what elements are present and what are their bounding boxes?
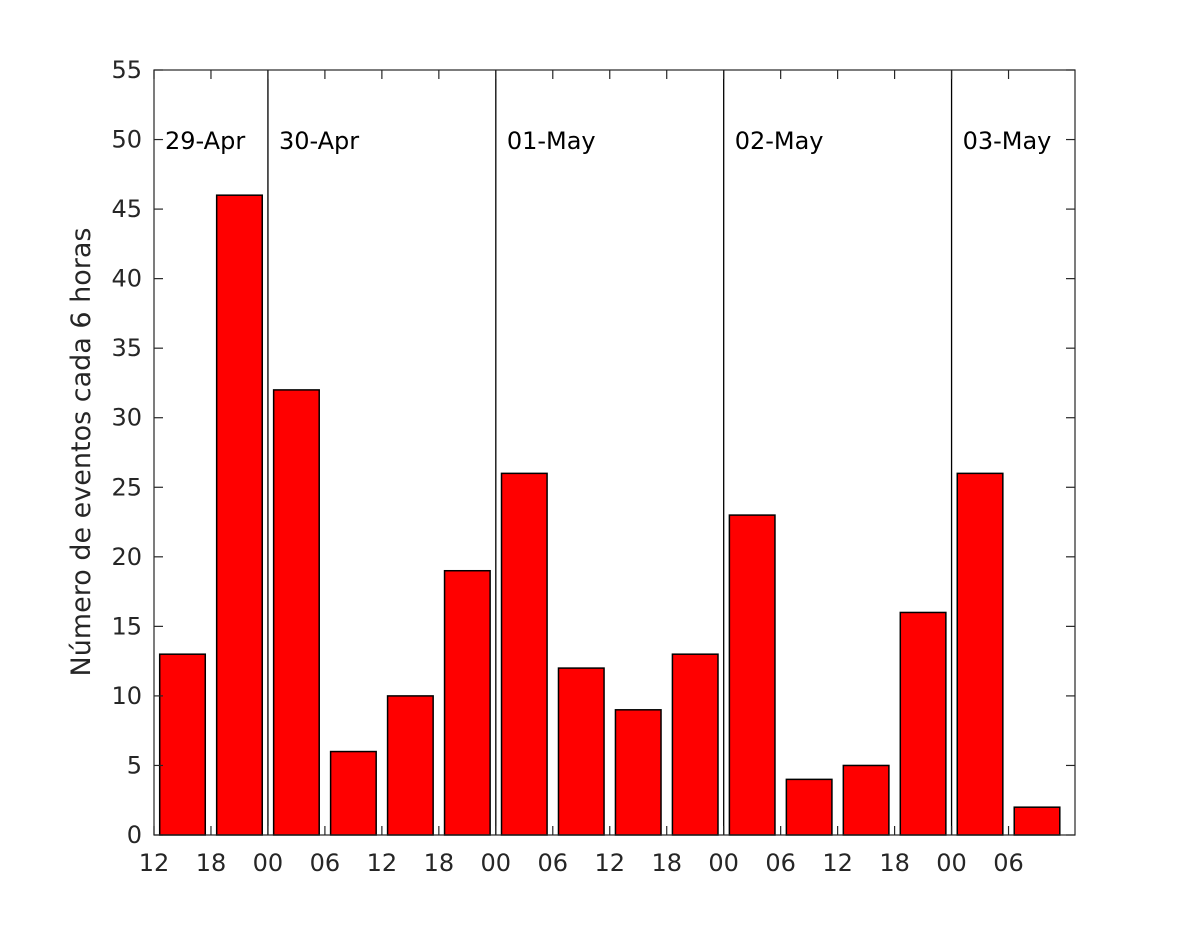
y-tick-label-3: 15 (111, 612, 142, 640)
day-label-2: 02-May (735, 127, 824, 155)
x-tick-label-6: 00 (481, 849, 512, 877)
x-tick-label-2: 00 (253, 849, 284, 877)
x-tick-label-11: 06 (765, 849, 796, 877)
bar-13 (899, 611, 947, 836)
day-label-3: 03-May (963, 127, 1052, 155)
y-tick-label-8: 40 (111, 265, 142, 293)
x-tick-label-1: 18 (196, 849, 227, 877)
bar-12 (842, 764, 890, 836)
y-tick-label-11: 55 (111, 56, 142, 84)
bar-6 (500, 472, 548, 836)
bar-3 (329, 750, 377, 836)
x-tick-label-13: 18 (879, 849, 910, 877)
bar-14 (956, 472, 1004, 836)
y-tick-label-7: 35 (111, 334, 142, 362)
x-tick-label-5: 18 (424, 849, 455, 877)
x-tick-label-3: 06 (310, 849, 341, 877)
axis-labels: 0 5 10 15 20 25 30 35 40 45 50 55 12 18 00 06 12 18 00 06 12… (111, 56, 1051, 877)
plot-area-border (153, 69, 1076, 836)
y-tick-label-2: 10 (111, 682, 142, 710)
bar-15 (1013, 806, 1061, 836)
x-tick-label-15: 06 (993, 849, 1024, 877)
bar-8 (614, 709, 662, 836)
y-tick-label-5: 25 (111, 473, 142, 501)
x-tick-label-9: 18 (651, 849, 682, 877)
x-tick-label-0: 12 (139, 849, 170, 877)
bar-5 (443, 569, 491, 836)
bar-0 (158, 653, 207, 836)
x-tick-label-14: 00 (936, 849, 967, 877)
day-label-1: 01-May (507, 127, 596, 155)
x-tick-label-12: 12 (822, 849, 853, 877)
y-tick-label-9: 45 (111, 195, 142, 223)
y-tick-label-4: 20 (111, 543, 142, 571)
x-tick-label-4: 12 (367, 849, 398, 877)
bar-1 (215, 194, 263, 836)
day-label-first: 29-Apr (165, 127, 245, 155)
x-tick-label-7: 06 (538, 849, 569, 877)
bar-4 (386, 695, 434, 836)
y-tick-label-10: 50 (111, 126, 142, 154)
bar-2 (272, 389, 320, 836)
day-label-0: 30-Apr (279, 127, 359, 155)
y-tick-label-0: 0 (127, 821, 142, 849)
bar-7 (557, 667, 605, 836)
bar-9 (671, 653, 719, 836)
bar-11 (785, 778, 833, 836)
axis-ticks (153, 69, 1075, 836)
day-divider-lines (267, 70, 953, 835)
y-axis-label: Número de eventos cada 6 horas (66, 228, 97, 677)
bars-layer (158, 194, 1061, 836)
y-tick-label-1: 5 (127, 751, 142, 779)
y-tick-label-6: 30 (111, 404, 142, 432)
x-tick-label-8: 12 (594, 849, 625, 877)
bar-10 (728, 514, 776, 836)
x-tick-label-10: 00 (708, 849, 739, 877)
